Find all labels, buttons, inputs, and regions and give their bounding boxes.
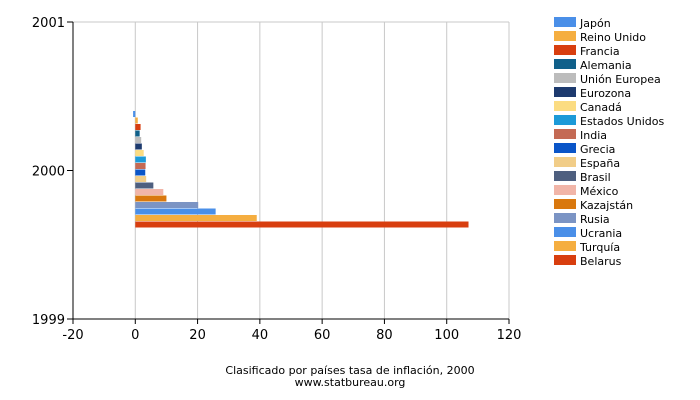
legend-swatch [554,171,576,181]
x-tick-label: 40 [252,328,269,343]
bar-alemania[interactable] [135,130,140,137]
legend-swatch [554,115,576,125]
grid-layer [72,21,510,319]
bar-india[interactable] [135,163,146,169]
legend-swatch [554,255,576,265]
legend-label: Francia [580,45,620,58]
bar-reino-unido[interactable] [135,117,138,124]
legend-label: Belarus [580,255,622,268]
legend-label: Kazajstán [580,199,633,212]
bar-kazajstán[interactable] [135,195,167,202]
bar-japón[interactable] [133,111,136,117]
y-tick-label: 2000 [32,165,65,180]
legend-label: México [580,185,619,198]
x-tick-label: 60 [314,328,331,343]
legend-label: Japón [579,17,611,30]
legend-label: Alemania [580,59,632,72]
legend-label: Unión Europea [580,73,661,86]
x-tick-label: 0 [131,328,139,343]
legend-label: India [580,129,607,142]
legend-label: Eurozona [580,87,631,100]
bar-canadá[interactable] [135,150,144,156]
legend-label: Ucrania [580,227,622,240]
x-tick-label: 100 [434,328,459,343]
legend-label: Turquía [579,241,620,254]
legend-swatch [554,213,576,223]
legend-swatch [554,129,576,139]
legend-label: Reino Unido [580,31,646,44]
axes-layer: -20 0 20 40 60 80 100 120 2001 2000 1999 [32,16,522,343]
legend-swatch [554,45,576,55]
bar-estados-unidos[interactable] [135,156,146,163]
bar-rusia[interactable] [135,202,199,208]
legend-swatch [554,101,576,111]
legend-label: Estados Unidos [580,115,664,128]
bar-brasil[interactable] [135,182,154,189]
bar-eurozona[interactable] [135,143,142,150]
legend-swatch [554,31,576,41]
y-tick-label: 2001 [32,16,65,31]
legend-label: Canadá [580,101,622,114]
legend-label: Rusia [580,213,610,226]
x-tick-label: 120 [497,328,522,343]
bar-grecia[interactable] [135,169,146,176]
legend-swatch [554,87,576,97]
x-tick-label: 80 [376,328,393,343]
bar-ucrania[interactable] [135,208,216,215]
legend-label: España [580,157,620,170]
bar-francia[interactable] [135,124,141,130]
legend-label: Grecia [580,143,615,156]
legend-swatch [554,241,576,251]
legend-swatch [554,73,576,83]
legend-swatch [554,227,576,237]
legend-swatch [554,157,576,167]
chart-caption: Clasificado por países tasa de inflación… [225,364,474,377]
bar-belarus[interactable] [135,221,469,228]
y-tick-label: 1999 [32,313,65,328]
legend-swatch [554,185,576,195]
legend-swatch [554,199,576,209]
legend-swatch [554,59,576,69]
bar-españa[interactable] [135,176,147,182]
legend-swatch [554,143,576,153]
bar-turquía[interactable] [135,215,257,221]
bar-méxico[interactable] [135,189,164,195]
legend-label: Brasil [580,171,611,184]
bar-unión-europea[interactable] [135,137,142,143]
x-tick-label: -20 [62,328,83,343]
bars-layer [133,111,469,228]
legend-swatch [554,17,576,27]
x-tick-label: 20 [189,328,206,343]
chart-source: www.statbureau.org [295,376,406,389]
